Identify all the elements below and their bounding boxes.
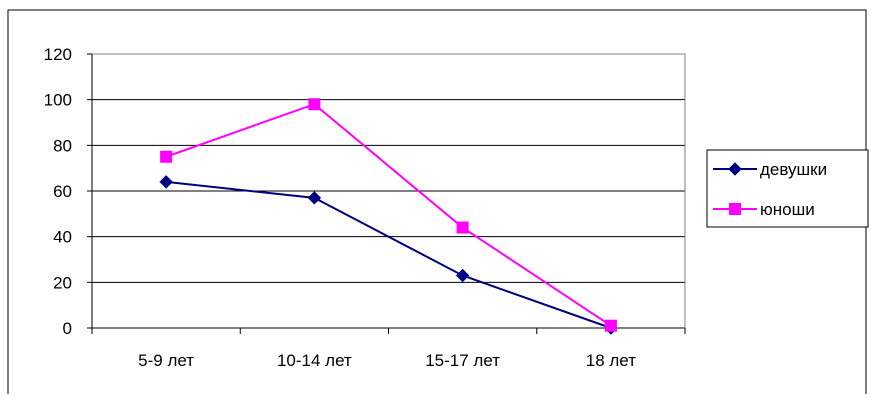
- legend: девушки юноши: [706, 149, 869, 228]
- y-tick-label: 0: [63, 319, 72, 338]
- x-tick-label: 15-17 лет: [425, 351, 500, 370]
- data-point: [455, 268, 470, 283]
- y-tick-label: 80: [53, 136, 72, 155]
- y-tick-label: 120: [44, 45, 72, 64]
- legend-item: юноши: [713, 200, 815, 219]
- y-tick-label: 60: [53, 182, 72, 201]
- legend-marker: [729, 203, 741, 215]
- data-point: [308, 98, 321, 111]
- data-point: [160, 150, 173, 163]
- y-tick-label: 100: [44, 91, 72, 110]
- legend-label: девушки: [760, 160, 827, 179]
- series-layer: [159, 98, 618, 335]
- y-tick-label: 20: [53, 273, 72, 292]
- series-line: [165, 103, 612, 327]
- data-point: [604, 319, 617, 332]
- x-tick-label: 10-14 лет: [277, 351, 352, 370]
- x-tick-label: 18 лет: [586, 351, 636, 370]
- y-axis: 0 20 40 60 80 100 120: [44, 45, 93, 338]
- legend-item: девушки: [713, 160, 827, 179]
- series-line: [166, 180, 612, 329]
- legend-label: юноши: [760, 200, 815, 219]
- legend-marker: [728, 162, 742, 176]
- x-tick-label: 5-9 лет: [138, 351, 194, 370]
- x-axis: 5-9 лет 10-14 лет 15-17 лет 18 лет: [91, 327, 686, 370]
- data-point: [159, 175, 173, 189]
- data-point: [456, 221, 469, 234]
- data-point: [307, 191, 322, 205]
- y-tick-label: 40: [53, 228, 72, 247]
- gridlines: [92, 99, 685, 283]
- series-1: [159, 175, 618, 335]
- series-2: [160, 98, 617, 332]
